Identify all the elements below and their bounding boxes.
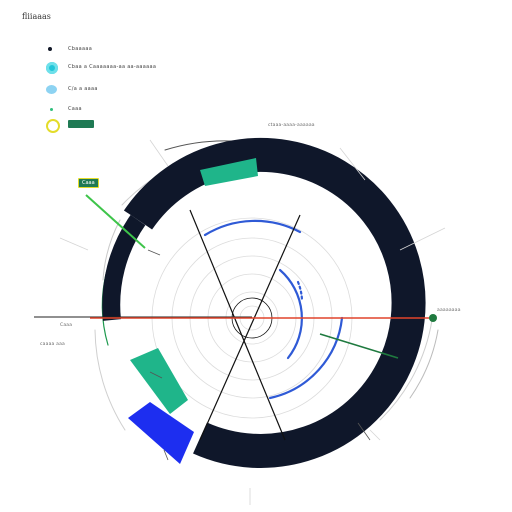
- axis-end-dot: [429, 314, 437, 322]
- teal-segment-top: [200, 158, 258, 186]
- green-stroke-right: [319, 333, 399, 359]
- inner-blue-arcs: [203, 219, 344, 400]
- legend-label: Caaa: [68, 106, 82, 112]
- dark-ring-left: [102, 214, 146, 321]
- guide-lines: [59, 139, 446, 505]
- legend-label: Cbaaaaa: [68, 46, 93, 52]
- legend-label: C/a a aaaa: [68, 86, 98, 92]
- yellow-ring-icon: [46, 119, 60, 133]
- annotation-top-right: ctaaa-aaaa-aaaaaa: [268, 123, 315, 128]
- light-blue-dot-icon: [46, 85, 57, 94]
- small-dot-icon: [48, 47, 52, 51]
- tick-marks: [147, 249, 371, 461]
- annotation-right: aaaaaaaa: [437, 308, 461, 313]
- legend-tag: [68, 120, 94, 128]
- sparkle-icon: [50, 108, 53, 111]
- left-green-tag: Caaa: [78, 178, 99, 188]
- page-title: fliiaaas: [22, 12, 51, 21]
- dark-ring: [123, 138, 426, 468]
- top-green-tag: [204, 170, 210, 172]
- blue-block: [128, 402, 194, 464]
- cross-lines: [189, 209, 301, 441]
- annotation-left: Caaa: [60, 323, 73, 328]
- teal-segment-lower-left: [130, 348, 188, 414]
- annotation-left-low: caaaa aaa: [40, 342, 66, 347]
- green-stroke-left: [85, 194, 146, 249]
- teal-dot-icon: [46, 62, 58, 74]
- legend-label: Cbaa a Caaaaaaa-aa aa-aaaaaa: [68, 64, 157, 70]
